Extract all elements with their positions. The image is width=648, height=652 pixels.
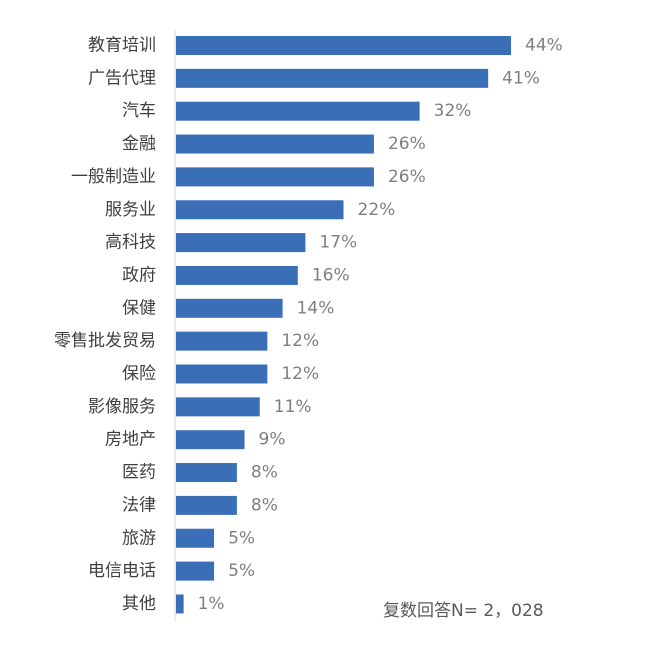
category-label: 教育培训 xyxy=(88,36,156,56)
bar xyxy=(176,495,237,515)
bar xyxy=(176,134,374,154)
bar xyxy=(176,233,306,253)
data-label: 11% xyxy=(274,397,312,417)
category-label: 旅游 xyxy=(122,528,156,548)
category-label: 电信电话 xyxy=(88,561,156,581)
bar xyxy=(176,167,374,187)
category-label: 服务业 xyxy=(105,200,156,220)
category-label: 汽车 xyxy=(122,101,156,121)
bar xyxy=(176,561,215,581)
bar xyxy=(176,331,268,351)
response-note: 复数回答N= 2，028 xyxy=(383,601,544,621)
data-label: 5% xyxy=(228,561,255,581)
data-label: 1% xyxy=(198,594,225,614)
data-label: 32% xyxy=(434,101,472,121)
category-label: 高科技 xyxy=(105,233,156,253)
data-label: 8% xyxy=(251,495,278,515)
data-label: 12% xyxy=(281,364,319,384)
category-label: 一般制造业 xyxy=(71,167,156,187)
category-labels: 教育培训广告代理汽车金融一般制造业服务业高科技政府保健零售批发贸易保险影像服务房… xyxy=(54,36,156,614)
category-label: 其他 xyxy=(122,594,156,614)
bar xyxy=(176,298,283,318)
bar xyxy=(176,594,184,614)
data-label: 26% xyxy=(388,167,426,187)
category-label: 法律 xyxy=(122,495,156,515)
data-label: 12% xyxy=(281,331,319,351)
category-label: 零售批发贸易 xyxy=(54,331,156,351)
value-labels: 44% 41% 32% 26% 26% 22%17% 16% 14% 12% 12% 11% 9% 8%… xyxy=(198,36,563,614)
bars-group xyxy=(176,36,511,614)
category-label: 保健 xyxy=(122,298,156,318)
category-label: 房地产 xyxy=(105,430,156,450)
bar xyxy=(176,36,511,55)
bar xyxy=(176,101,420,121)
bar xyxy=(176,200,344,220)
bar xyxy=(176,463,237,483)
category-label: 政府 xyxy=(122,265,156,285)
bar xyxy=(176,364,268,384)
bar xyxy=(176,430,245,450)
category-label: 金融 xyxy=(122,134,156,154)
category-label: 保险 xyxy=(122,364,156,384)
category-label: 影像服务 xyxy=(88,397,156,417)
data-label: 44% xyxy=(525,36,563,56)
data-label: 41% xyxy=(502,68,540,88)
data-label: 17% xyxy=(319,233,357,253)
data-label: 14% xyxy=(297,298,335,318)
bar xyxy=(176,528,215,548)
data-label: 22% xyxy=(358,200,396,220)
bar xyxy=(176,265,298,285)
category-label: 医药 xyxy=(122,463,156,483)
data-label: 26% xyxy=(388,134,426,154)
bar xyxy=(176,397,260,417)
data-label: 8% xyxy=(251,463,278,483)
category-label: 广告代理 xyxy=(88,68,156,88)
data-label: 5% xyxy=(228,528,255,548)
data-label: 9% xyxy=(259,430,286,450)
bar xyxy=(176,68,489,88)
data-label: 16% xyxy=(312,265,350,285)
